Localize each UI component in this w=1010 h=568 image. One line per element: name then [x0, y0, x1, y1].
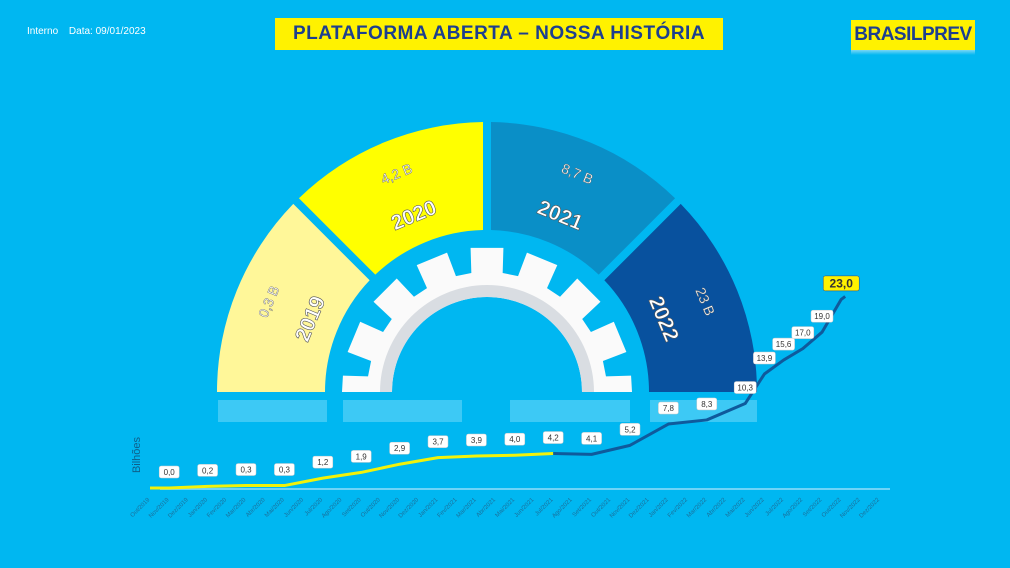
x-tick-label: Dez/2020: [398, 497, 421, 520]
data-label-text: 1,2: [317, 458, 329, 467]
data-label-box: [235, 463, 257, 476]
segment-shape-2019: [217, 203, 370, 392]
x-tick-label: Ago/2021: [551, 497, 574, 520]
data-label-box: [504, 432, 526, 446]
data-label-text: 7,8: [663, 404, 675, 413]
logo-reflection: [851, 50, 975, 55]
data-label: 23,0: [822, 275, 860, 292]
segment-shape-2020: [298, 122, 484, 275]
brasilprev-logo: BRASILPREV: [851, 20, 975, 50]
data-label-text: 13,9: [757, 354, 773, 363]
x-tick-label: Mar/2020: [225, 497, 248, 520]
data-label: 1,9: [350, 450, 372, 463]
data-label-text: 3,7: [432, 438, 444, 447]
data-label-box: [312, 455, 334, 469]
data-label: 13,9: [753, 351, 776, 365]
data-label-box: [810, 309, 834, 323]
reflection-band: [510, 400, 630, 422]
data-label-box: [389, 441, 410, 455]
data-label-text: 17,0: [795, 329, 811, 338]
data-label: 4,1: [581, 432, 602, 445]
data-label: 10,3: [733, 381, 757, 394]
x-tick-label: Jun/2022: [744, 497, 766, 519]
x-tick-label: Dez/2022: [859, 497, 882, 520]
data-label: 7,8: [658, 401, 679, 415]
data-label-box: [696, 397, 718, 411]
x-tick-label: Ago/2020: [321, 497, 344, 520]
data-label-text: 23,0: [830, 276, 854, 290]
segment-2022: 2022 23 B: [604, 203, 757, 392]
data-label-text: 4,2: [548, 434, 560, 443]
data-label: 8,3: [696, 397, 718, 411]
data-label-box: [581, 432, 602, 445]
data-label-text: 15,6: [776, 340, 792, 349]
data-label-text: 8,3: [701, 400, 713, 409]
data-label: 19,0: [810, 309, 834, 323]
data-label: 3,7: [427, 435, 449, 448]
data-label-box: [791, 326, 815, 339]
data-label-box: [542, 431, 564, 444]
gear-icon: [342, 247, 632, 392]
data-label: 1,2: [312, 455, 334, 469]
data-label-box: [427, 435, 449, 448]
segment-shape-2021: [490, 122, 676, 275]
x-tick-label: Jun/2020: [283, 497, 305, 519]
x-tick-label: Ago/2022: [782, 497, 805, 520]
data-label-text: 0,2: [202, 466, 214, 475]
data-label: 0,3: [274, 463, 295, 476]
data-label: 5,2: [619, 423, 641, 436]
segment-shape-2022: [604, 203, 757, 392]
data-label-box: [350, 450, 372, 463]
header-meta: Interno Data: 09/01/2023: [27, 26, 154, 37]
data-label-text: 5,2: [624, 425, 636, 434]
data-label-text: 19,0: [814, 312, 830, 321]
data-label-text: 4,0: [509, 435, 521, 444]
data-label-box: [658, 401, 679, 415]
page-title: PLATAFORMA ABERTA – NOSSA HISTÓRIA: [275, 18, 723, 50]
data-label: 0,3: [235, 463, 257, 476]
data-label: 4,0: [504, 432, 526, 446]
data-label-text: 1,9: [356, 452, 368, 461]
x-tick-label: Mar/2022: [686, 497, 709, 520]
x-tick-label: Mar/2021: [456, 497, 479, 520]
data-label-text: 2,9: [394, 444, 406, 453]
reflection-band: [343, 400, 462, 422]
x-tick-label: Dez/2021: [628, 497, 651, 520]
data-label-box: [822, 275, 860, 292]
data-label: 3,9: [466, 433, 487, 447]
data-label-box: [733, 381, 757, 394]
data-label: 17,0: [791, 326, 815, 339]
data-label-box: [158, 465, 180, 479]
reflection-band: [218, 400, 327, 422]
x-tick-label: Dez/2019: [167, 497, 190, 520]
gear-inner-ring: [380, 285, 594, 392]
data-label-text: 0,3: [279, 466, 291, 475]
data-label-text: 4,1: [586, 434, 598, 443]
data-label-text: 0,0: [164, 468, 176, 477]
data-label: 2,9: [389, 441, 410, 455]
data-label-box: [772, 337, 795, 351]
data-label-box: [274, 463, 295, 476]
classification-label: Interno: [27, 26, 59, 37]
x-tick-label: Jun/2021: [514, 497, 536, 519]
series-line-early: [150, 452, 554, 490]
data-label: 0,2: [197, 464, 218, 477]
y-axis-label: Bilhões: [131, 436, 143, 473]
data-label-box: [466, 433, 487, 447]
data-label-text: 0,3: [240, 466, 252, 475]
data-label: 0,0: [158, 465, 180, 479]
gear-body: [342, 247, 632, 392]
data-label-box: [197, 464, 218, 477]
data-label-box: [619, 423, 641, 436]
data-label-text: 10,3: [737, 384, 753, 393]
data-label-text: 3,9: [471, 436, 483, 445]
data-label: 15,6: [772, 337, 795, 351]
date-label: Data: 09/01/2023: [68, 26, 146, 37]
data-label: 4,2: [542, 431, 564, 444]
data-label-box: [753, 351, 776, 365]
